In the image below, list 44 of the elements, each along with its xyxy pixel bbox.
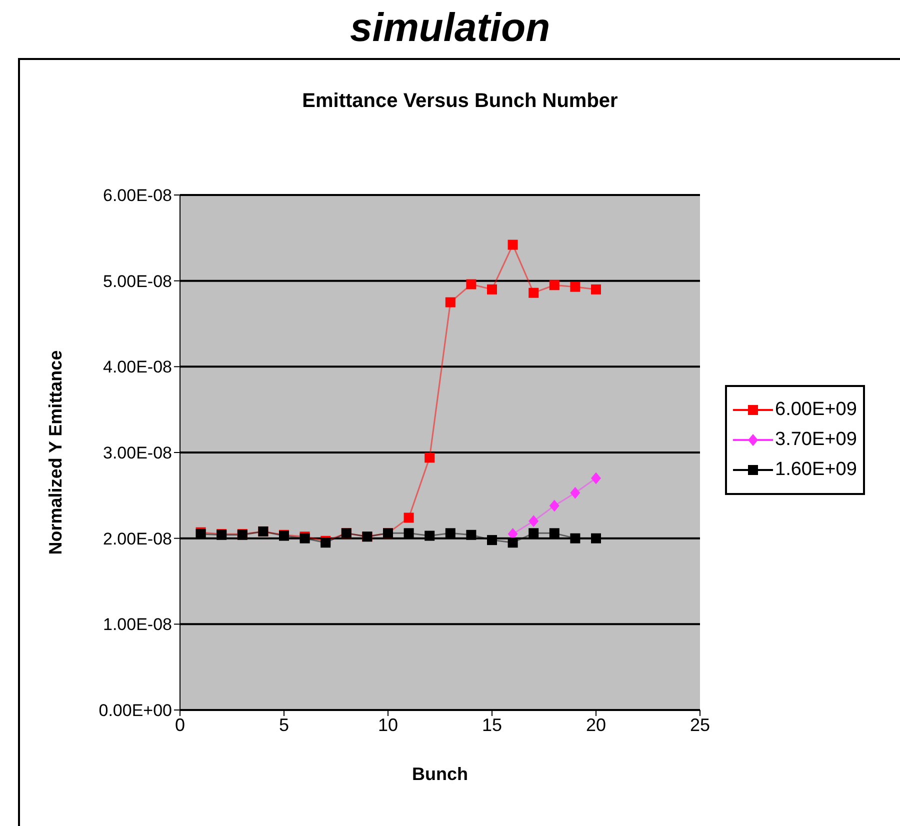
- point: [549, 500, 560, 512]
- y-tick-label: 6.00E-08: [103, 186, 172, 206]
- point: [549, 528, 560, 538]
- point: [466, 279, 476, 290]
- point: [528, 288, 539, 298]
- point: [445, 528, 456, 538]
- x-axis-title: Bunch: [412, 764, 468, 784]
- point: [466, 530, 476, 540]
- point: [549, 280, 560, 290]
- chart-subtitle: Emittance Versus Bunch Number: [301, 90, 619, 113]
- x-tick-label: 25: [690, 714, 710, 735]
- point: [570, 282, 580, 292]
- x-tick-label: 10: [378, 714, 398, 735]
- y-tick-label: 2.00E-08: [103, 529, 172, 548]
- chart-title: simulation: [348, 6, 552, 51]
- y-tick-label: 3.00E-08: [103, 444, 172, 463]
- point: [508, 240, 518, 250]
- point: [528, 515, 539, 528]
- point: [570, 533, 580, 544]
- y-tick-label: 4.00E-08: [103, 358, 172, 377]
- point: [487, 535, 497, 546]
- x-tick-label: 15: [482, 714, 502, 735]
- point: [445, 297, 456, 308]
- point: [404, 528, 414, 538]
- point: [487, 284, 497, 294]
- point: [424, 452, 435, 463]
- point: [591, 284, 601, 294]
- point: [591, 533, 601, 544]
- x-tick-label: 0: [174, 714, 186, 735]
- y-tick-label: 0.00E+00: [98, 701, 172, 720]
- point: [508, 538, 518, 548]
- x-tick-label: 20: [586, 714, 606, 735]
- point: [528, 528, 539, 538]
- point: [591, 472, 601, 484]
- x-tick-label: 5: [278, 714, 290, 735]
- legend-label: 1.60E+09: [775, 459, 857, 481]
- y-tick-label: 1.00E-08: [103, 615, 172, 634]
- point: [404, 512, 414, 523]
- point: [424, 530, 435, 541]
- legend-label: 3.70E+09: [775, 429, 857, 451]
- y-tick-label: 5.00E-08: [103, 272, 172, 291]
- point: [570, 486, 580, 499]
- legend-label: 6.00E+09: [775, 399, 857, 421]
- y-axis-title: Normalized Y Emittance: [45, 350, 66, 555]
